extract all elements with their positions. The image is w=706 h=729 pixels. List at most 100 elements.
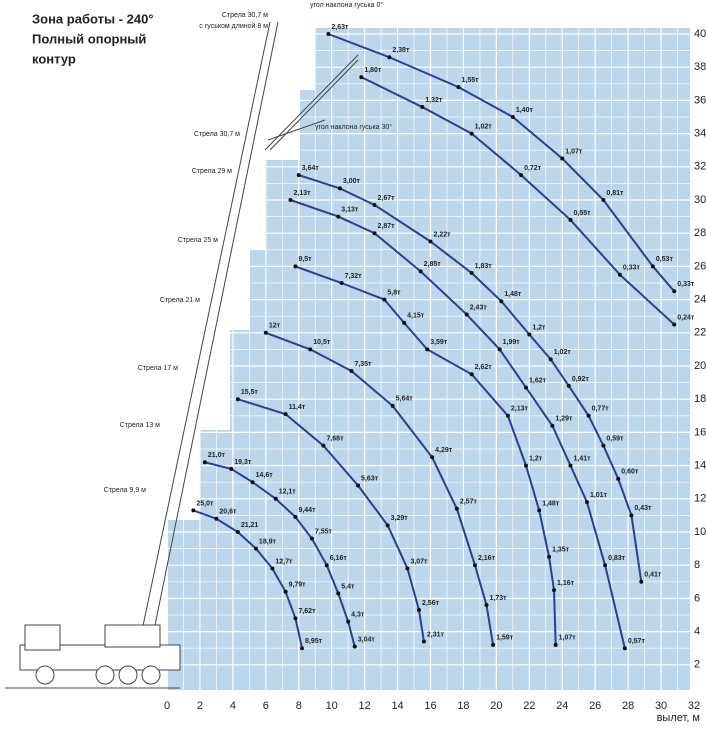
- load-label: 2,13т: [511, 406, 529, 413]
- load-point: [506, 414, 510, 418]
- load-point: [470, 372, 474, 376]
- load-point: [470, 132, 474, 136]
- load-point: [293, 264, 297, 268]
- y-tick-label: 4: [694, 626, 700, 638]
- load-point: [629, 513, 633, 517]
- load-label: 1,32т: [425, 97, 443, 104]
- load-point: [519, 173, 523, 177]
- load-point: [387, 55, 391, 59]
- x-tick-label: 24: [556, 700, 568, 712]
- load-point: [567, 384, 571, 388]
- load-label: 0,57т: [628, 638, 646, 645]
- load-point: [293, 616, 297, 620]
- load-label: 18,9т: [259, 538, 277, 545]
- y-tick-label: 40: [694, 28, 706, 40]
- load-point: [672, 289, 676, 293]
- load-label: 1,2т: [532, 324, 546, 331]
- load-point: [651, 264, 655, 268]
- load-label: 12,1т: [279, 489, 297, 496]
- y-tick-label: 10: [694, 526, 706, 538]
- y-tick-label: 22: [694, 327, 706, 339]
- load-point: [284, 590, 288, 594]
- load-label: 7,32т: [345, 273, 363, 280]
- y-tick-label: 32: [694, 161, 706, 173]
- load-label: 21,21: [241, 522, 259, 529]
- load-point: [585, 500, 589, 504]
- load-point: [336, 215, 340, 219]
- load-label: 4,3т: [351, 611, 365, 618]
- load-label: 5,64т: [396, 396, 414, 403]
- load-point: [386, 523, 390, 527]
- load-label: 12т: [269, 323, 281, 330]
- load-label: 0,60т: [621, 469, 639, 476]
- load-label: 0,53т: [656, 256, 674, 263]
- load-point: [616, 477, 620, 481]
- load-point: [229, 467, 233, 471]
- load-label: 2,85т: [424, 261, 442, 268]
- x-tick-label: 16: [424, 700, 436, 712]
- series-name: Стрела 29 м: [192, 168, 232, 175]
- load-label: 2,87т: [378, 223, 396, 230]
- load-label: 3,04т: [358, 636, 376, 643]
- load-label: 0,59т: [606, 436, 624, 443]
- load-label: 1,73т: [489, 595, 507, 602]
- x-tick-label: 22: [523, 700, 535, 712]
- load-point: [527, 332, 531, 336]
- wheel: [36, 666, 54, 684]
- y-tick-label: 16: [694, 426, 706, 438]
- wheel: [96, 666, 114, 684]
- load-point: [274, 497, 278, 501]
- y-tick-label: 28: [694, 227, 706, 239]
- load-point: [456, 85, 460, 89]
- load-point: [639, 580, 643, 584]
- load-label: 1,29т: [555, 416, 573, 423]
- load-label: 0,41т: [644, 572, 662, 579]
- x-tick-label: 0: [164, 700, 170, 712]
- load-point: [550, 424, 554, 428]
- wheel: [142, 666, 160, 684]
- load-label: 21,0т: [208, 452, 226, 459]
- load-label: 1,07т: [565, 148, 583, 155]
- load-point: [473, 563, 477, 567]
- load-label: 1,80т: [364, 67, 382, 74]
- x-tick-label: 30: [655, 700, 667, 712]
- load-label: 3,29т: [391, 515, 409, 522]
- load-point: [382, 298, 386, 302]
- load-label: 0,72т: [524, 165, 542, 172]
- load-label: 2,62т: [475, 364, 493, 371]
- load-label: 1,83т: [475, 263, 493, 270]
- load-label: 1,62т: [529, 377, 547, 384]
- load-label: 1,02т: [554, 349, 572, 356]
- load-point: [310, 537, 314, 541]
- load-point: [422, 640, 426, 644]
- load-label: 5,8т: [387, 289, 401, 296]
- load-label: 2,38т: [392, 47, 410, 54]
- y-tick-label: 2: [694, 659, 700, 671]
- load-point: [430, 455, 434, 459]
- load-label: 0,81т: [606, 190, 624, 197]
- y-tick-label: 20: [694, 360, 706, 372]
- load-label: 1,48т: [542, 500, 560, 507]
- load-label: 0,43т: [634, 505, 652, 512]
- load-point: [346, 620, 350, 624]
- load-point: [236, 530, 240, 534]
- annotation: с гуськом длиной 8 м: [199, 22, 268, 30]
- load-point: [191, 508, 195, 512]
- load-point: [568, 464, 572, 468]
- load-label: 3,64т: [302, 165, 320, 172]
- load-point: [264, 331, 268, 335]
- load-point: [359, 75, 363, 79]
- load-point: [325, 563, 329, 567]
- load-point: [491, 643, 495, 647]
- load-label: 1,01т: [590, 492, 608, 499]
- load-point: [336, 591, 340, 595]
- x-tick-label: 18: [457, 700, 469, 712]
- y-tick-label: 12: [694, 493, 706, 505]
- load-label: 15,5т: [241, 389, 259, 396]
- load-point: [203, 460, 207, 464]
- load-label: 1,07т: [559, 635, 577, 642]
- truck-cab: [25, 625, 60, 650]
- y-tick-label: 26: [694, 260, 706, 272]
- chart-title: Полный опорный: [32, 31, 146, 46]
- y-tick-label: 6: [694, 592, 700, 604]
